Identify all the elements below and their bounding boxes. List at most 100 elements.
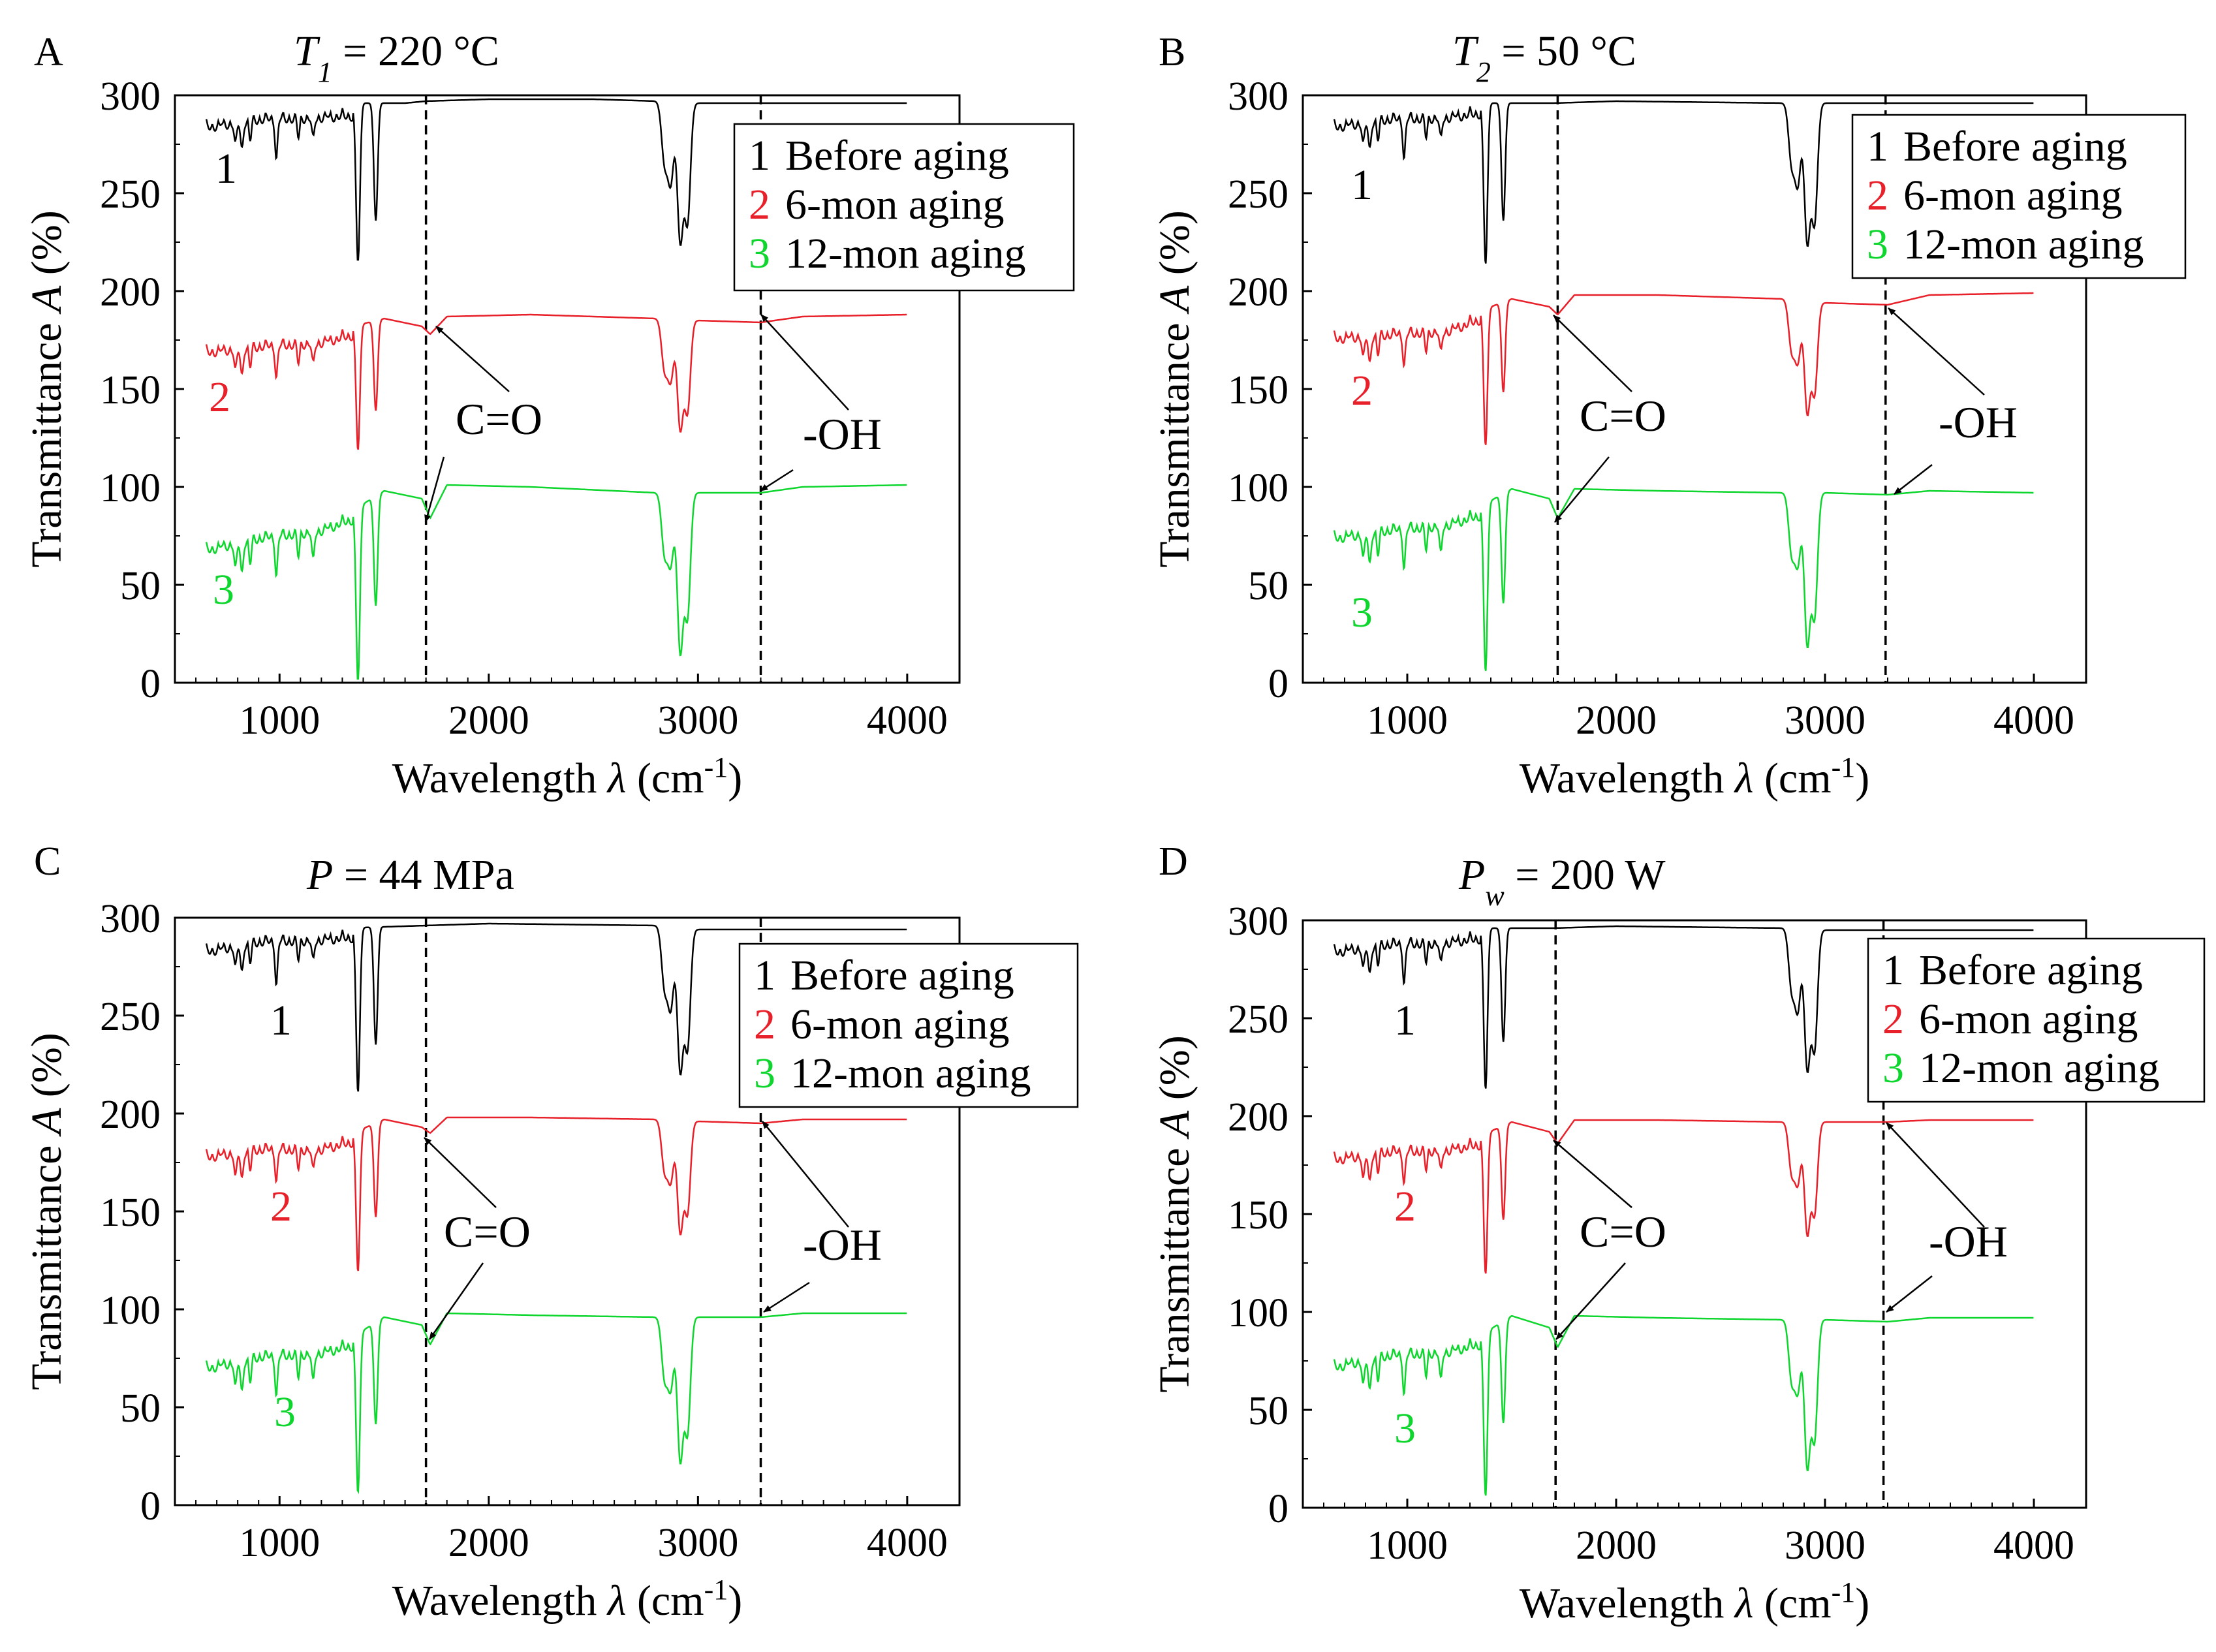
annotation-hydroxyl: -OH: [1939, 397, 2018, 447]
y-tick-label: 100: [1228, 466, 1288, 510]
y-tick-label: 250: [100, 995, 161, 1039]
legend-num-3: 3: [749, 230, 770, 277]
legend-box: [1851, 114, 2187, 279]
panel-letter: D: [1159, 839, 1188, 884]
annotation-arrow: [1894, 464, 1933, 495]
y-tick-label: 50: [120, 1386, 161, 1431]
legend-num-3: 3: [1867, 221, 1888, 268]
panel-A: 0 50 100 150 200 250 300 1000 2000 3000 4000 Wavele…: [23, 27, 1075, 802]
panel-letter: B: [1159, 30, 1185, 74]
x-tick-label: 2000: [448, 698, 529, 743]
annotation-arrow: [760, 469, 794, 492]
curve-label-3: 3: [1394, 1405, 1416, 1452]
legend-num-2: 2: [749, 181, 770, 228]
legend-num-3: 3: [754, 1050, 775, 1097]
legend-label-3: 12-mon aging: [790, 1050, 1031, 1097]
y-tick-label: 0: [140, 662, 161, 706]
x-axis-label: Wavelength λ (cm-1): [1520, 751, 1869, 803]
spectrum-line-3: [1333, 1315, 2034, 1496]
legend-num-1: 1: [1882, 946, 1904, 994]
legend-num-3: 3: [1882, 1044, 1904, 1092]
legend-label-1: Before aging: [1903, 123, 2127, 170]
y-tick-label: 50: [120, 564, 161, 608]
annotation-carbonyl: C=O: [444, 1207, 531, 1256]
y-axis-label: Transmittance A (%): [23, 210, 70, 567]
annotation-arrow: [1886, 1275, 1933, 1313]
y-axis-label: Transmittance A (%): [1151, 1035, 1198, 1392]
x-axis-label: Wavelength λ (cm-1): [1520, 1576, 1869, 1628]
annotation-arrow: [1886, 1122, 1985, 1228]
legend-label-3: 12-mon aging: [785, 230, 1025, 277]
annotation-hydroxyl: -OH: [1929, 1217, 2008, 1266]
panel-letter: A: [34, 30, 63, 74]
x-tick-label: 3000: [1785, 1523, 1865, 1568]
x-tick-label: 2000: [1576, 1523, 1657, 1568]
curve-label-2: 2: [1394, 1183, 1416, 1230]
spectrum-line-2: [205, 1116, 907, 1271]
curve-label-1: 1: [270, 997, 292, 1044]
x-tick-label: 1000: [239, 1521, 320, 1565]
y-tick-label: 300: [1228, 899, 1288, 944]
annotation-arrow: [424, 1137, 497, 1208]
y-tick-label: 100: [100, 466, 161, 510]
panel-letter: C: [34, 839, 61, 884]
spectrum-line-1: [205, 922, 907, 1092]
y-tick-label: 250: [1228, 997, 1288, 1042]
spectrum-line-1: [205, 98, 907, 261]
curve-label-3: 3: [274, 1388, 296, 1436]
y-tick-label: 150: [100, 1191, 161, 1235]
condition-title: P = 44 MPa: [306, 851, 514, 899]
condition-title: Pw = 200 W: [1458, 851, 1666, 912]
x-tick-label: 4000: [1993, 1523, 2074, 1568]
spectrum-line-3: [1333, 488, 2034, 671]
spectrum-line-2: [205, 313, 907, 450]
legend-num-2: 2: [1882, 995, 1904, 1043]
y-tick-label: 0: [1268, 1487, 1288, 1531]
annotation-arrow: [435, 326, 510, 392]
y-tick-label: 150: [1228, 1193, 1288, 1238]
x-tick-label: 3000: [657, 1521, 738, 1565]
curve-label-1: 1: [215, 145, 237, 193]
annotation-arrow: [428, 1262, 484, 1340]
annotation-carbonyl: C=O: [1580, 391, 1666, 441]
y-tick-label: 50: [1248, 1389, 1288, 1433]
x-tick-label: 1000: [239, 698, 320, 743]
y-tick-label: 50: [1248, 564, 1288, 608]
annotation-arrow: [1555, 1262, 1626, 1340]
y-tick-label: 250: [1228, 172, 1288, 217]
annotation-arrow: [762, 1121, 849, 1228]
x-tick-label: 4000: [867, 1521, 948, 1565]
spectrum-line-2: [1333, 292, 2034, 445]
legend-label-1: Before aging: [1919, 946, 2143, 994]
y-tick-label: 150: [100, 368, 161, 413]
legend-box: [1867, 937, 2206, 1103]
x-tick-label: 4000: [1993, 698, 2074, 743]
y-tick-label: 200: [100, 1093, 161, 1137]
x-tick-label: 3000: [1785, 698, 1865, 743]
y-axis-label: Transmittance A (%): [1151, 210, 1198, 567]
y-tick-label: 300: [1228, 74, 1288, 119]
curve-label-1: 1: [1351, 161, 1373, 209]
spectrum-line-3: [205, 1312, 907, 1495]
legend-label-2: 6-mon aging: [1903, 172, 2122, 219]
y-tick-label: 100: [1228, 1291, 1288, 1335]
y-tick-label: 150: [1228, 368, 1288, 413]
y-axis-label: Transmittance A (%): [23, 1033, 70, 1390]
panel-D: 0 50 100 150 200 250 300 1000 2000 3000 4000 Wavele…: [1151, 839, 2206, 1628]
curve-label-3: 3: [1351, 589, 1373, 636]
annotation-arrow: [424, 456, 445, 523]
condition-title: T2 = 50 °C: [1452, 27, 1636, 88]
curve-label-2: 2: [1351, 367, 1373, 414]
y-tick-label: 200: [1228, 270, 1288, 315]
annotation-carbonyl: C=O: [456, 394, 542, 444]
x-tick-label: 4000: [867, 698, 948, 743]
annotation-carbonyl: C=O: [1580, 1207, 1666, 1256]
annotation-arrow: [1553, 1140, 1632, 1208]
y-tick-label: 300: [100, 897, 161, 941]
panel-C: 0 50 100 150 200 250 300 1000 2000 3000 4000 Wavele…: [23, 839, 1079, 1625]
y-tick-label: 100: [100, 1288, 161, 1333]
legend-num-1: 1: [1867, 123, 1888, 170]
legend-label-1: Before aging: [790, 952, 1014, 999]
legend-box: [738, 943, 1079, 1108]
